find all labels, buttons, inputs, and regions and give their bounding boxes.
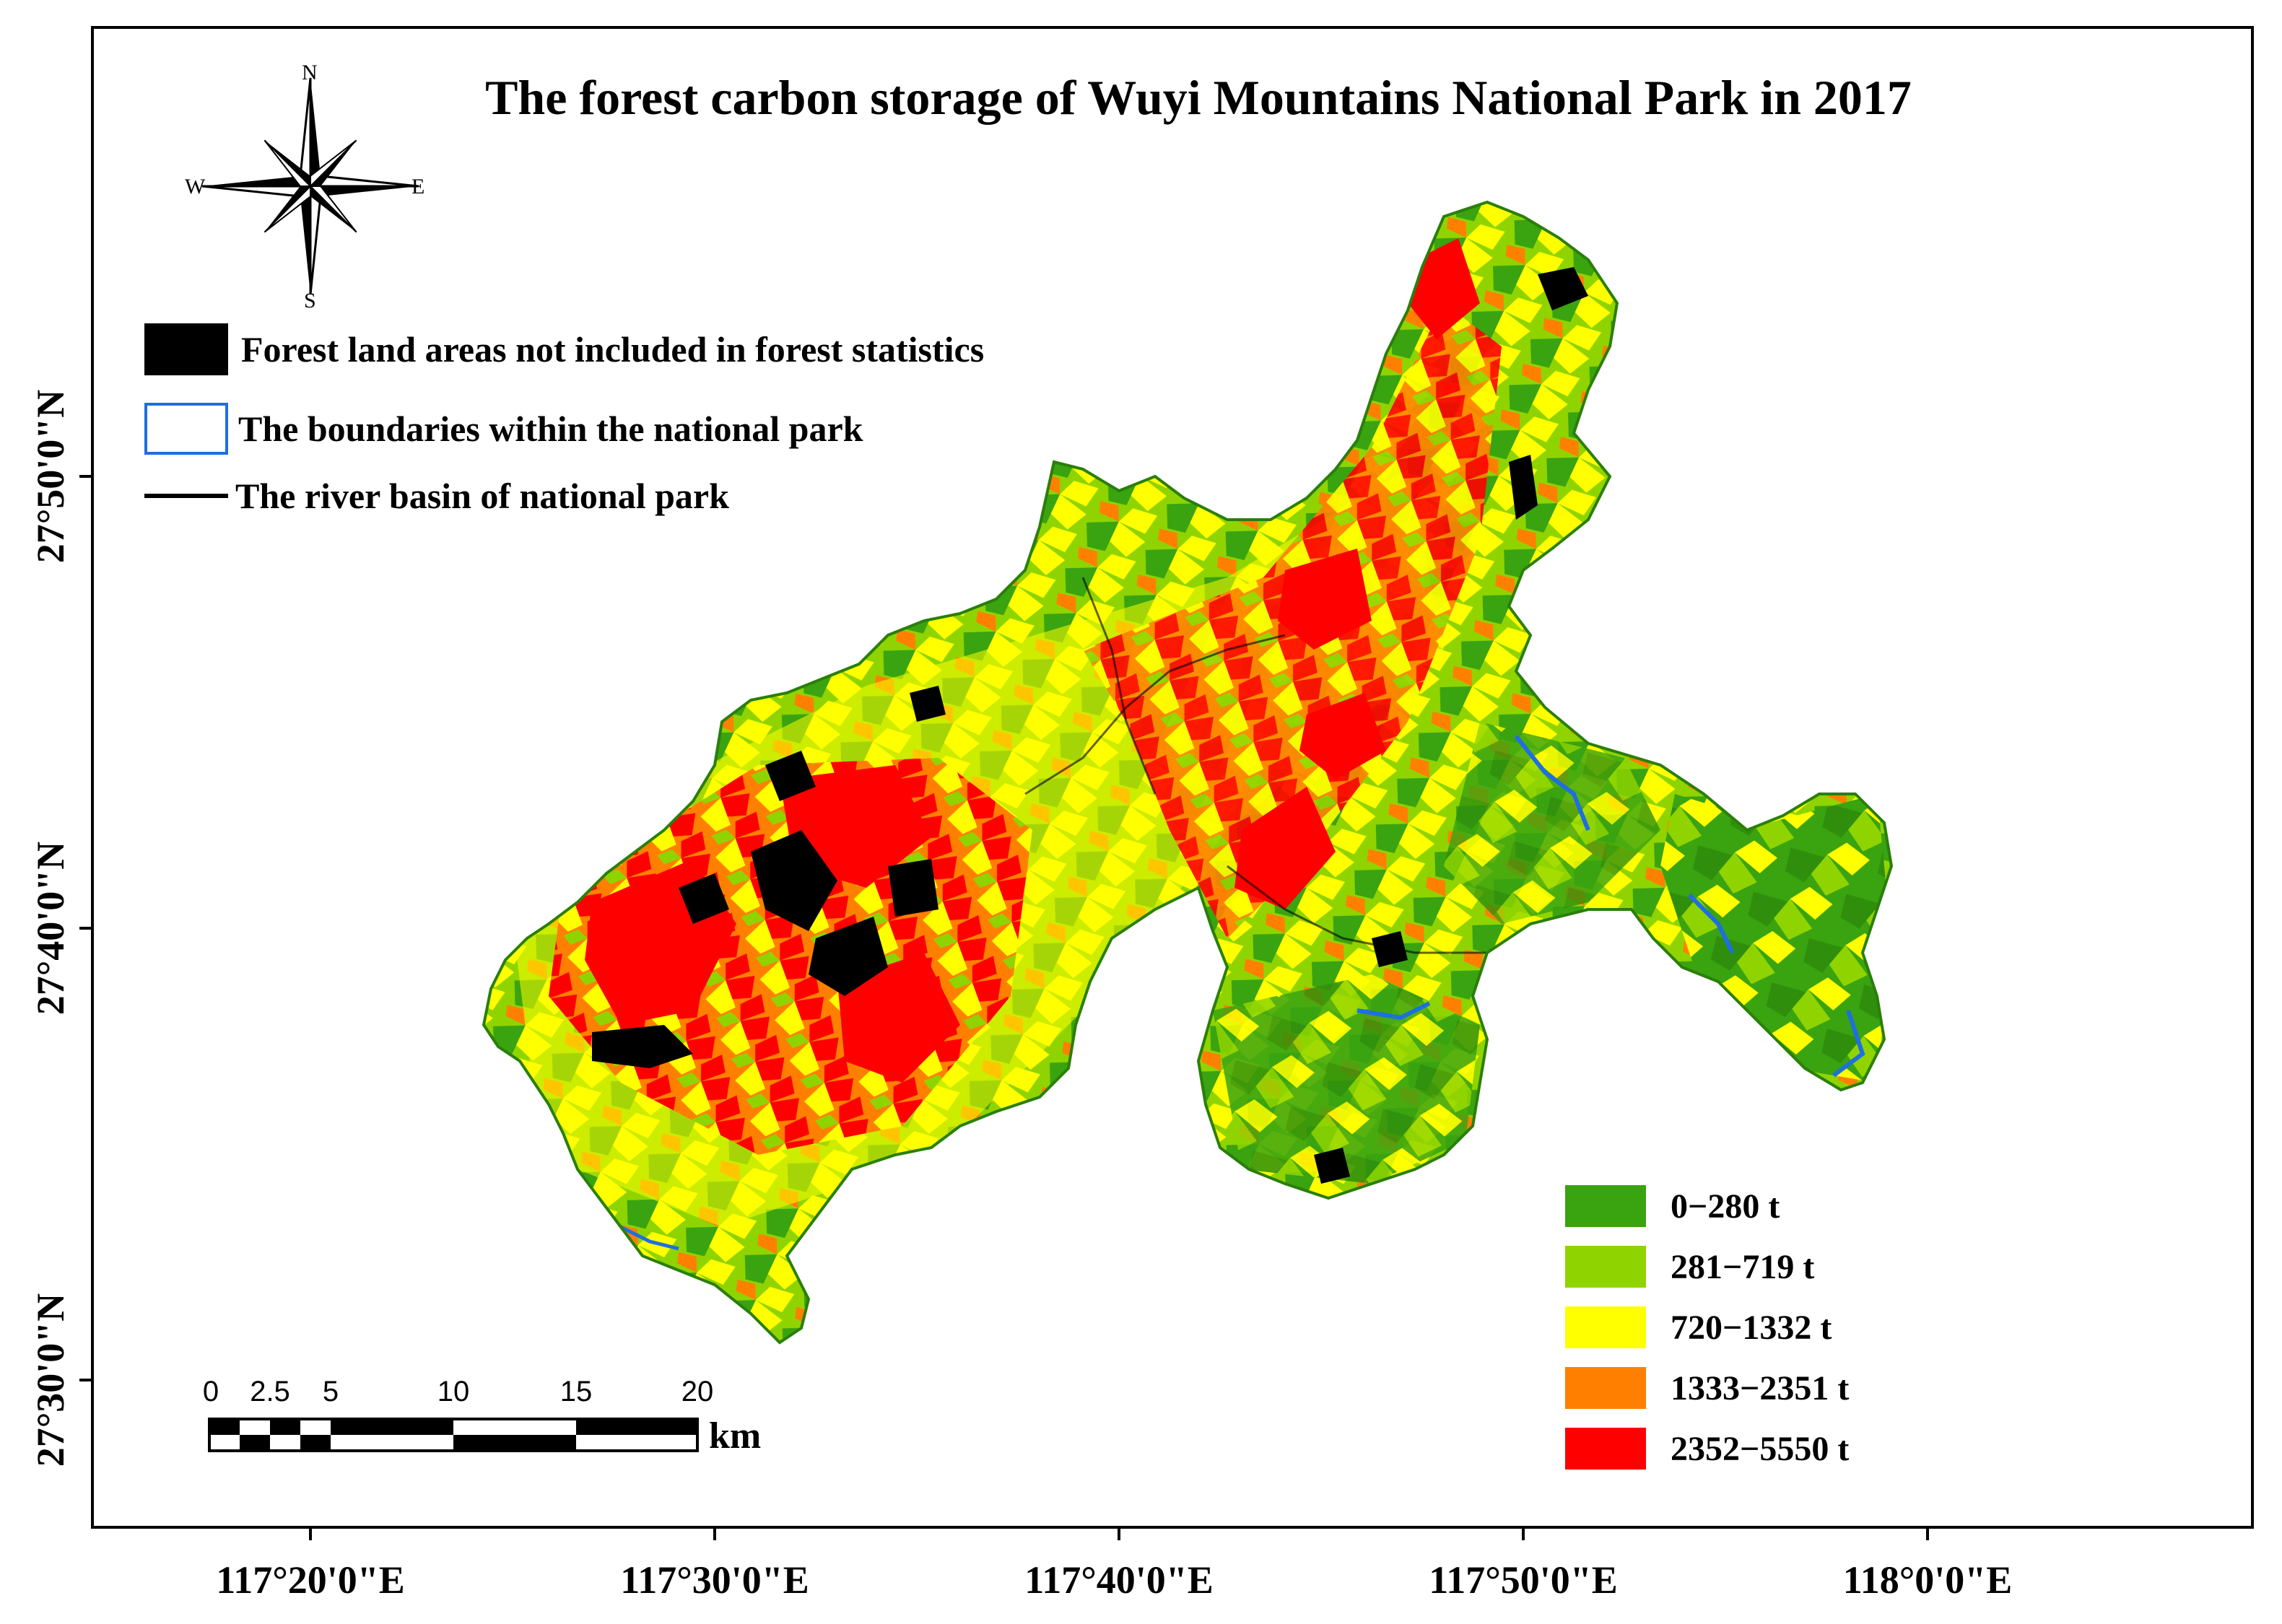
class-swatch — [1565, 1306, 1646, 1348]
class-item-4: 2352−5550 t — [1565, 1428, 1849, 1470]
axis-ticks — [79, 475, 1929, 1540]
class-item-3: 1333−2351 t — [1565, 1367, 1849, 1409]
compass-south-label: S — [304, 289, 316, 313]
class-label: 0−280 t — [1671, 1187, 1780, 1226]
legend-label: Forest land areas not included in forest… — [241, 329, 985, 370]
map-title: The forest carbon storage of Wuyi Mounta… — [485, 70, 1912, 125]
class-swatch — [1565, 1367, 1646, 1409]
legend-boundaries: The boundaries within the national park — [144, 403, 863, 455]
latitude-label: 27°40'0"N — [29, 841, 72, 1016]
scale-tick-label: 5 — [322, 1376, 339, 1407]
legend-label: The boundaries within the national park — [238, 409, 863, 449]
class-item-2: 720−1332 t — [1565, 1306, 1832, 1348]
legend-black-swatch — [144, 323, 228, 375]
class-label: 2352−5550 t — [1671, 1429, 1850, 1468]
scale-tick-label: 10 — [437, 1376, 470, 1407]
legend-excluded-forest: Forest land areas not included in forest… — [144, 323, 984, 375]
scale-tick-label: 20 — [681, 1376, 714, 1407]
legend-blue-outline-swatch — [144, 403, 228, 455]
longitude-label: 117°50'0"E — [1429, 1558, 1618, 1602]
latitude-label: 27°50'0"N — [29, 389, 72, 564]
class-label: 720−1332 t — [1671, 1308, 1832, 1347]
scale-tick-label: 2.5 — [250, 1376, 290, 1407]
compass-west-label: W — [185, 175, 206, 198]
scale-tick-label: 0 — [202, 1376, 219, 1407]
legend-label: The river basin of national park — [235, 476, 729, 516]
scale-unit: km — [709, 1415, 762, 1457]
class-label: 281−719 t — [1671, 1247, 1815, 1286]
class-item-0: 0−280 t — [1565, 1185, 1780, 1227]
class-label: 1333−2351 t — [1671, 1368, 1850, 1407]
latitude-label: 27°30'0"N — [29, 1293, 72, 1467]
compass-north-label: N — [302, 61, 318, 84]
longitude-label: 117°40'0"E — [1024, 1558, 1214, 1602]
class-item-1: 281−719 t — [1565, 1246, 1814, 1288]
longitude-label: 117°30'0"E — [620, 1558, 809, 1602]
legend-river-basin: The river basin of national park — [144, 475, 729, 517]
compass-rose-icon — [201, 77, 419, 295]
legend-line-swatch — [144, 494, 228, 498]
compass-east-label: E — [411, 175, 425, 198]
class-swatch — [1565, 1246, 1646, 1288]
longitude-label: 118°0'0"E — [1842, 1558, 2013, 1602]
class-swatch — [1565, 1428, 1646, 1470]
class-swatch — [1565, 1185, 1646, 1227]
scale-bar — [208, 1418, 699, 1452]
longitude-label: 117°20'0"E — [216, 1558, 405, 1602]
scale-tick-label: 15 — [559, 1376, 593, 1407]
